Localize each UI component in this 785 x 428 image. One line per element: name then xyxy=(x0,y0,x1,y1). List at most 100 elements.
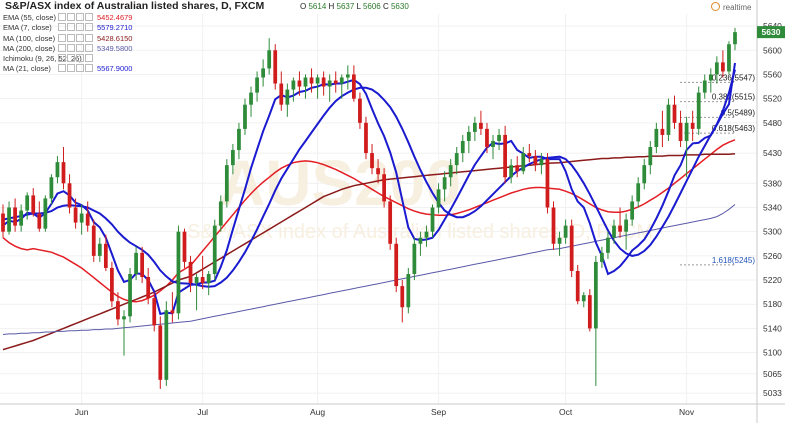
close-icon[interactable] xyxy=(76,54,84,63)
candle-body xyxy=(1,213,5,232)
price-tick-label: 5380 xyxy=(763,178,782,188)
price-tick-label: 5220 xyxy=(763,275,782,285)
settings-icon[interactable] xyxy=(67,54,75,63)
candle-body xyxy=(333,80,338,84)
candle-body xyxy=(630,201,635,220)
price-tick-label: 5260 xyxy=(763,251,782,261)
moving-averages xyxy=(2,62,736,351)
candle-body xyxy=(31,195,36,214)
legend-row[interactable]: EMA (7, close) 5579.2710 xyxy=(3,23,132,33)
legend-indicator-value: 5428.6150 xyxy=(97,33,133,43)
candle-body xyxy=(146,277,151,299)
time-tick-label: Jul xyxy=(197,407,208,417)
legend-indicator-value: 5567.9000 xyxy=(97,64,133,74)
candle-body xyxy=(636,183,641,202)
price-tick-label: 5520 xyxy=(763,94,782,104)
close-label: C xyxy=(382,2,389,11)
eye-icon[interactable] xyxy=(58,13,66,21)
candle-body xyxy=(527,153,532,157)
candle-body xyxy=(110,267,114,302)
candle-body xyxy=(67,183,72,208)
eye-icon[interactable] xyxy=(58,54,66,63)
candle-body xyxy=(79,213,84,223)
close-icon[interactable] xyxy=(76,33,84,42)
legend-indicator-name: EMA (7, close) xyxy=(3,23,52,33)
legend-indicator-name: EMA (55, close) xyxy=(3,13,56,22)
candle-body xyxy=(370,153,374,169)
candle-body xyxy=(352,74,356,99)
more-icon[interactable] xyxy=(85,54,93,63)
candle-body xyxy=(327,80,332,87)
more-icon[interactable] xyxy=(85,23,93,32)
time-tick-label: Sep xyxy=(431,407,446,417)
realtime-indicator[interactable]: realtime xyxy=(711,2,751,12)
candle-body xyxy=(491,140,495,148)
candle-body xyxy=(158,325,163,380)
settings-icon[interactable] xyxy=(67,23,75,32)
candle-body xyxy=(551,207,556,244)
candle-body xyxy=(448,165,453,178)
candle-body xyxy=(672,104,677,123)
candle-body xyxy=(364,122,368,154)
price-tick-label: 5300 xyxy=(763,227,782,237)
chart-title: S&P/ASX index of Australian listed share… xyxy=(5,0,265,12)
candle-body xyxy=(400,286,405,308)
more-icon[interactable] xyxy=(85,13,93,21)
close-icon[interactable] xyxy=(76,23,84,32)
more-icon[interactable] xyxy=(85,64,93,73)
candle-body xyxy=(140,252,145,278)
candle-body xyxy=(321,77,326,87)
close-value: 5630 xyxy=(390,2,409,11)
candle-body xyxy=(116,301,120,320)
watermark-symbol: AUS200 xyxy=(219,147,461,219)
candle-body xyxy=(581,295,586,302)
series-line xyxy=(2,139,736,303)
settings-icon[interactable] xyxy=(67,33,75,42)
candle-body xyxy=(176,231,181,314)
realtime-icon xyxy=(711,2,720,11)
legend-row[interactable]: MA (100, close) 5428.6150 xyxy=(3,33,133,44)
legend-row[interactable]: MA (200, close) 5349.5800 xyxy=(3,43,132,54)
candle-body xyxy=(485,128,489,148)
candle-body xyxy=(497,134,501,141)
price-axis: 5033 5065 5100 5140 5180 5220 5260 5300 5340 5380… xyxy=(756,0,785,423)
candle-body xyxy=(73,207,78,223)
price-tick-label: 5430 xyxy=(763,148,782,158)
candle-body xyxy=(43,198,48,229)
price-tick-label: 5140 xyxy=(763,323,782,333)
more-icon[interactable] xyxy=(85,33,93,42)
close-icon[interactable] xyxy=(76,64,84,73)
legend-row[interactable]: EMA (55, close) 5452.4679 xyxy=(3,13,132,23)
close-icon[interactable] xyxy=(76,43,84,52)
eye-icon[interactable] xyxy=(58,33,66,42)
fib-level-label: 0.382(5515) xyxy=(712,93,755,102)
fib-level-label: 0.618(5463) xyxy=(712,124,755,133)
open-label: O xyxy=(300,2,307,11)
time-tick-label: Nov xyxy=(679,407,695,417)
time-tick-label: Aug xyxy=(310,407,325,417)
eye-icon[interactable] xyxy=(58,43,66,52)
candle-body xyxy=(412,243,417,274)
candle-body xyxy=(394,243,399,287)
candle-body xyxy=(690,122,695,129)
eye-icon[interactable] xyxy=(58,64,66,73)
more-icon[interactable] xyxy=(85,43,93,52)
candle-body xyxy=(297,80,302,87)
legend-row[interactable]: Ichimoku (9, 26, 52, 26) xyxy=(3,54,132,64)
eye-icon[interactable] xyxy=(58,23,66,32)
last-price-tag xyxy=(757,26,785,39)
low-label: L xyxy=(356,2,361,11)
settings-icon[interactable] xyxy=(67,13,75,21)
candle-body xyxy=(237,128,241,151)
candle-body xyxy=(206,274,211,284)
settings-icon[interactable] xyxy=(67,64,75,73)
candle-body xyxy=(503,134,507,178)
candle-body xyxy=(182,231,187,262)
legend-row[interactable]: MA (21, close) 5567.9000 xyxy=(3,64,132,74)
settings-icon[interactable] xyxy=(67,43,75,52)
price-tick-label: 5340 xyxy=(763,202,782,212)
gridlines xyxy=(0,14,757,404)
close-icon[interactable] xyxy=(76,13,84,21)
